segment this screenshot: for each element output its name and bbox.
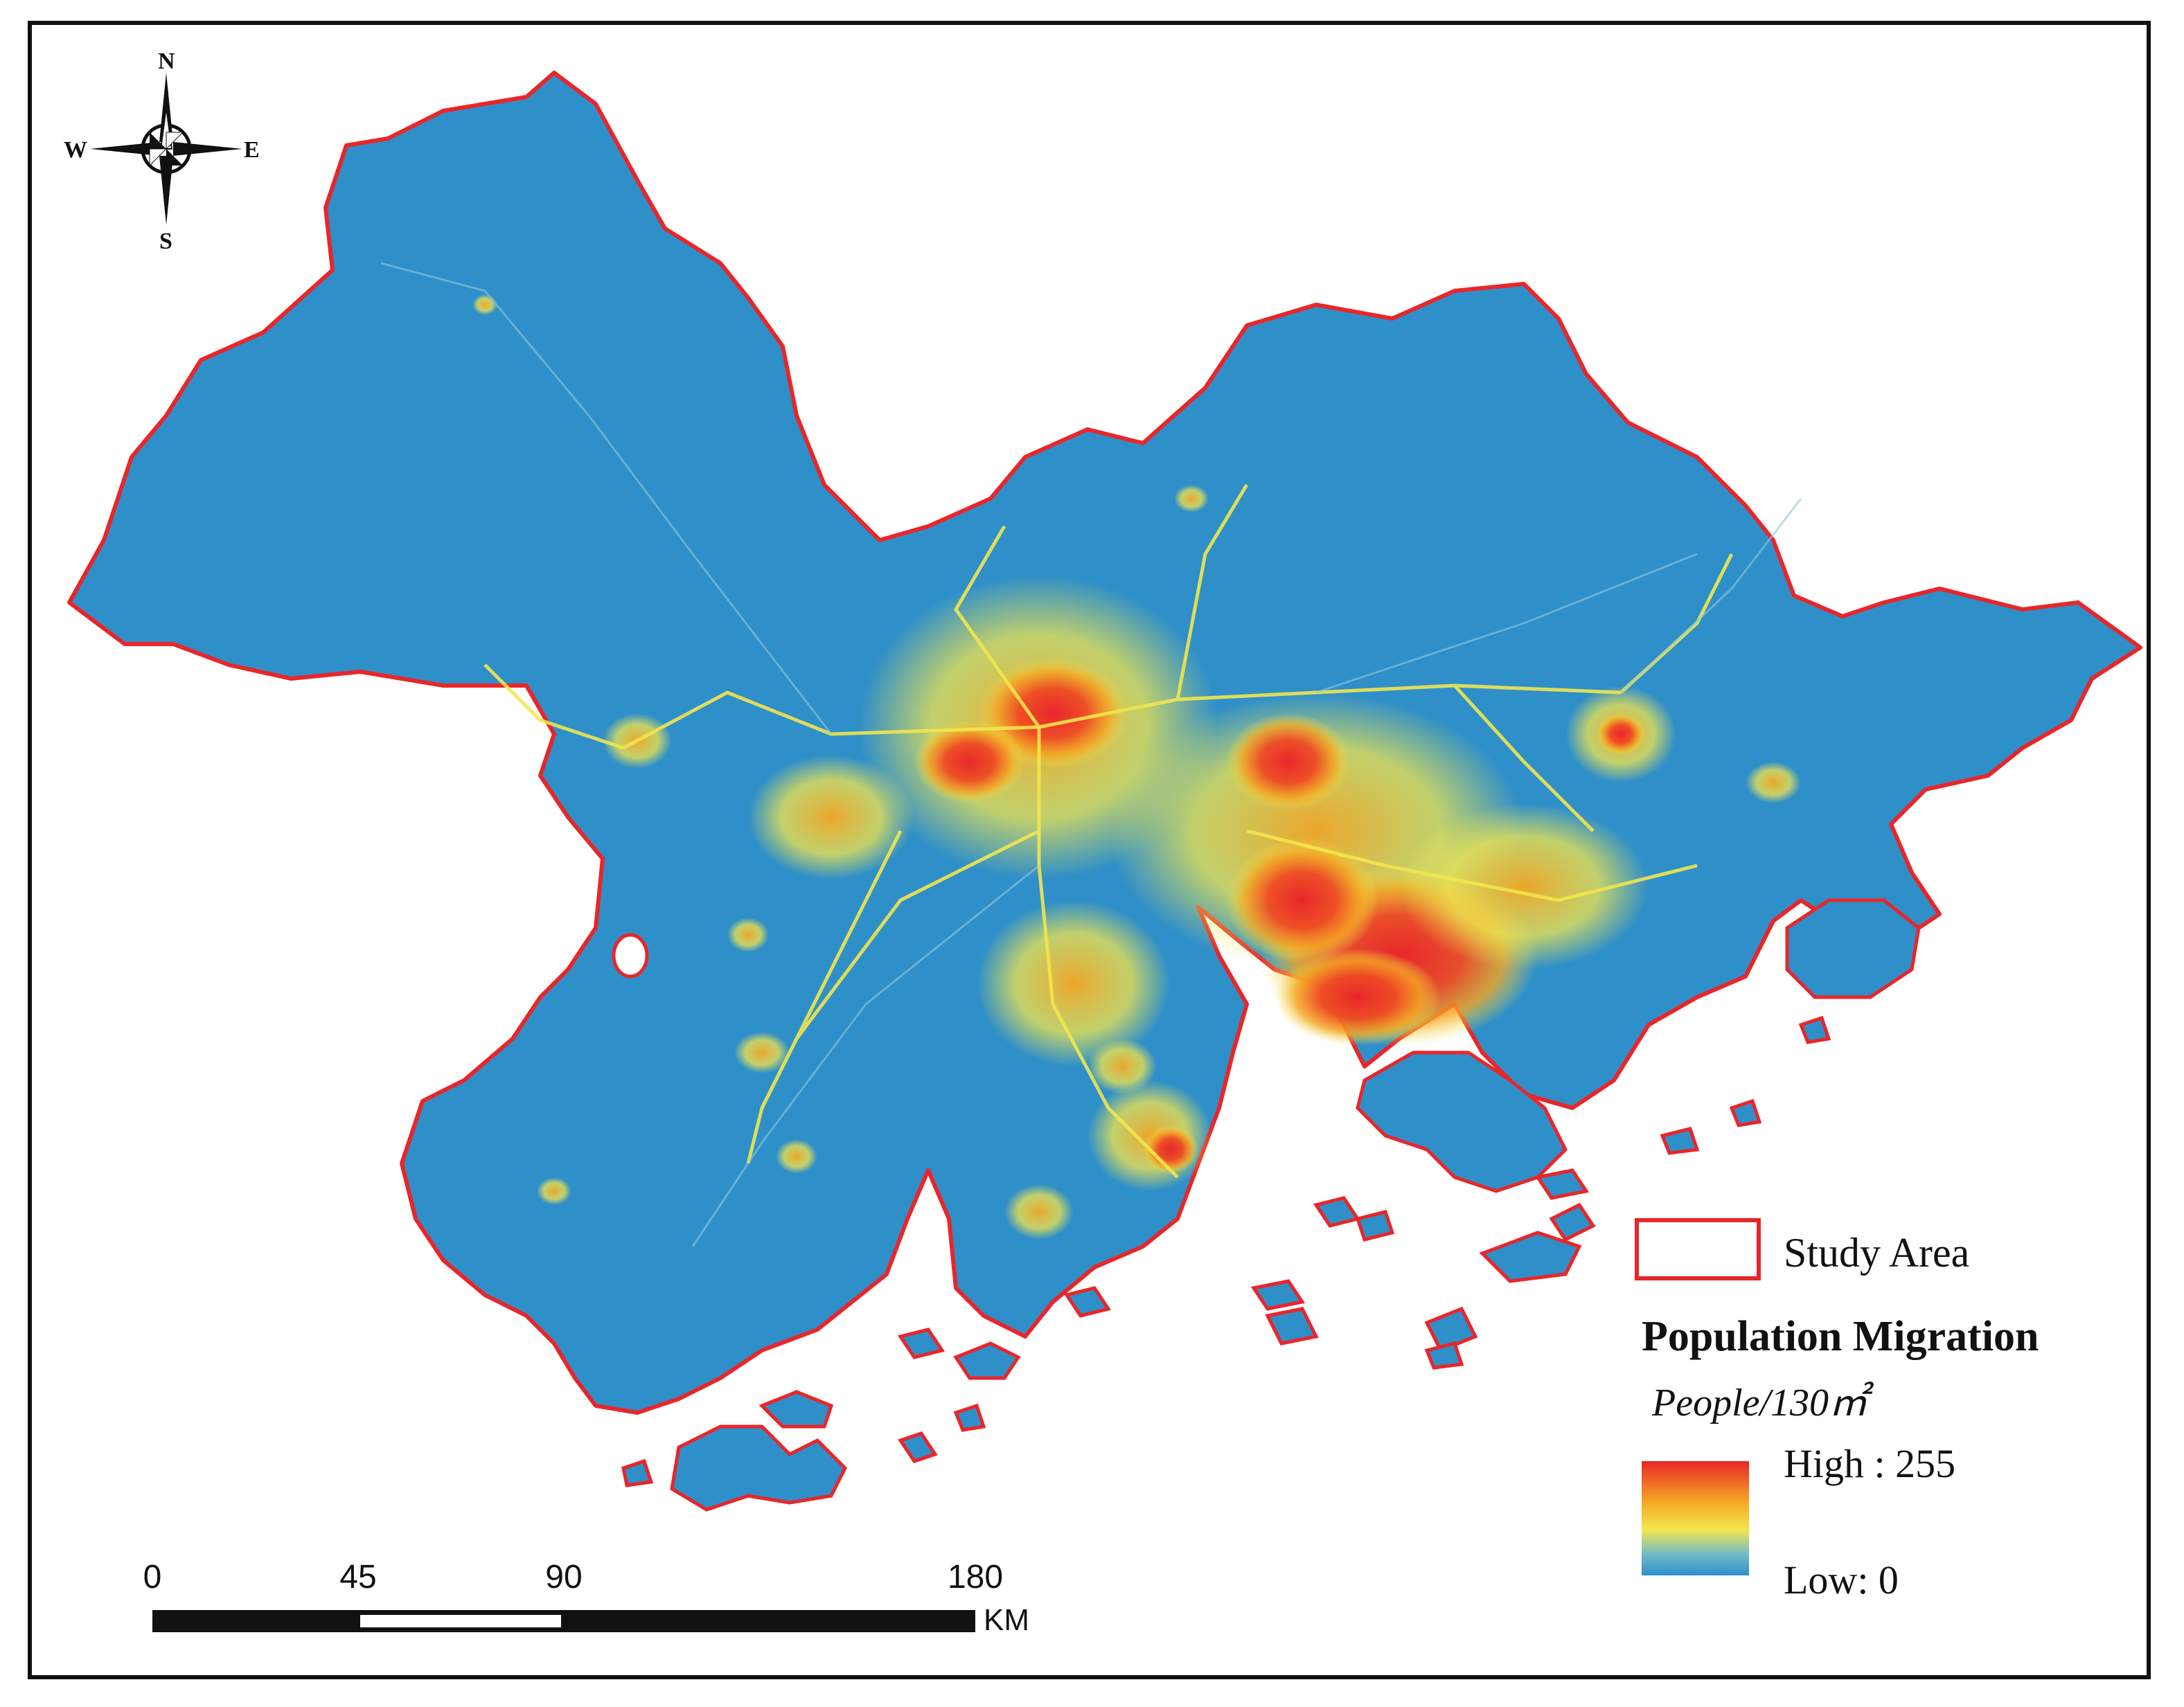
island-chain-9 (1424, 1341, 1464, 1370)
legend-high-label: High : 255 (1784, 1441, 1956, 1486)
island-chain-11 (898, 1431, 938, 1463)
scale-tick-90: 90 (545, 1559, 583, 1596)
island-chain-14 (1798, 1015, 1831, 1044)
island-chain-3 (1250, 1279, 1306, 1311)
island-chain-2 (1424, 1306, 1478, 1353)
scale-tick-180: 180 (947, 1559, 1004, 1596)
island-chain-1 (1479, 1231, 1582, 1283)
island-chain-8 (1549, 1202, 1596, 1242)
legend-low-label: Low: 0 (1784, 1557, 1899, 1602)
legend-unit: People/130㎡ (1652, 1382, 1868, 1424)
compass-east-label: E (244, 137, 260, 163)
scale-unit: KM (984, 1603, 1029, 1637)
faint-road-network (380, 262, 1802, 1247)
island-chain-7 (1534, 1168, 1590, 1200)
island-chain-17 (621, 1458, 654, 1487)
compass-rose (90, 73, 242, 225)
island-southwest-2 (758, 1390, 834, 1429)
migration-color-ramp (1642, 1461, 1749, 1575)
island-chain-16 (1660, 1127, 1700, 1155)
study-area-label: Study Area (1784, 1230, 1970, 1276)
legend-title: Population Migration (1642, 1313, 2039, 1360)
scale-tick-0: 0 (143, 1559, 162, 1596)
island-east (1785, 898, 1921, 999)
scale-tick-45: 45 (339, 1559, 377, 1596)
compass-west-label: W (64, 137, 87, 163)
island-chain-10 (1063, 1286, 1112, 1318)
island-south-2 (897, 1328, 945, 1359)
population-density-overlay (472, 294, 1801, 1240)
island-chain-6 (1355, 1210, 1395, 1242)
island-chain-12 (953, 1403, 986, 1432)
island-chain-15 (1729, 1098, 1762, 1127)
study-area-swatch (1635, 1218, 1761, 1280)
scale-bar (152, 1610, 975, 1632)
compass-south-label: S (159, 229, 172, 254)
island-chain-5 (1313, 1196, 1361, 1228)
inland-lake (612, 933, 649, 978)
compass-north-label: N (158, 48, 175, 74)
island-southwest (670, 1424, 848, 1512)
island-south-1 (953, 1341, 1021, 1380)
island-chain-4 (1265, 1307, 1319, 1346)
